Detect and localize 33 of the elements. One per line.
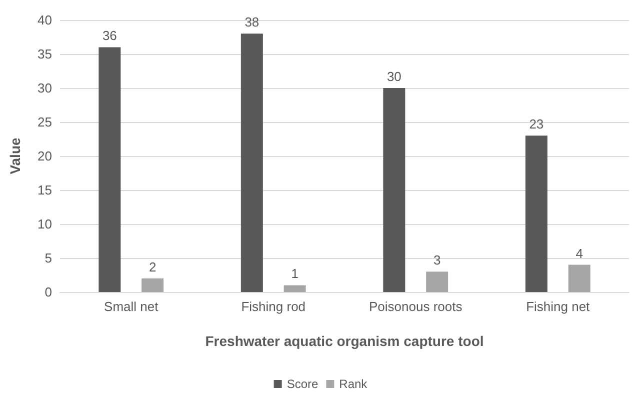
y-tick-label: 5 <box>44 250 52 266</box>
x-tick-label: Small net <box>104 299 159 314</box>
y-tick-label: 40 <box>38 12 52 28</box>
bar <box>426 272 448 292</box>
bar <box>284 285 306 292</box>
legend-label: Rank <box>339 377 368 391</box>
bar <box>98 47 121 292</box>
bar <box>142 278 164 292</box>
y-axis-title: Value <box>7 138 23 174</box>
x-tick-label: Poisonous roots <box>369 299 463 314</box>
bar <box>568 264 590 292</box>
y-tick-label: 10 <box>38 216 52 232</box>
y-tick-label: 25 <box>38 114 52 130</box>
y-tick-label: 35 <box>38 46 52 62</box>
bar <box>525 136 548 292</box>
y-tick-label: 30 <box>38 80 52 96</box>
bar <box>240 34 263 292</box>
y-tick-label: 15 <box>38 182 52 198</box>
data-label: 23 <box>529 116 544 132</box>
y-tick-label: 0 <box>44 284 52 300</box>
data-label: 1 <box>291 266 298 282</box>
data-label: 3 <box>433 252 441 268</box>
data-label: 36 <box>102 28 117 44</box>
x-tick-label: Fishing net <box>526 299 590 314</box>
data-label: 38 <box>244 14 260 30</box>
bar <box>383 88 406 292</box>
legend-label: Score <box>286 377 318 391</box>
x-tick-label: Fishing rod <box>241 299 306 314</box>
data-label: 30 <box>386 69 402 84</box>
data-label: 4 <box>576 246 583 261</box>
x-axis-title: Freshwater aquatic organism capture tool <box>205 333 484 349</box>
y-tick-label: 20 <box>38 148 52 164</box>
data-label: 2 <box>148 259 156 274</box>
